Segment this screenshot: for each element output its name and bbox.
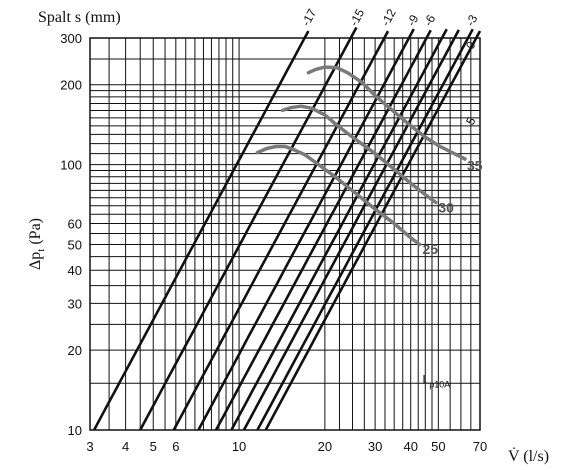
y-tick-label: 200 <box>60 78 82 93</box>
y-tick-label: 10 <box>68 423 82 438</box>
gap-label: -15 <box>347 6 368 28</box>
gap-line <box>242 29 460 431</box>
sound-level-annotation: Lp10A <box>423 372 451 389</box>
x-tick-label: 4 <box>122 439 129 454</box>
y-tick-label: 300 <box>60 31 82 46</box>
y-tick-label: 100 <box>60 158 82 173</box>
gap-line <box>264 30 482 431</box>
y-tick-label: 30 <box>68 296 82 311</box>
svg-text:Δpt (Pa): Δpt (Pa) <box>27 218 47 270</box>
x-tick-label: 6 <box>172 439 179 454</box>
gap-label: -9 <box>404 12 422 28</box>
x-tick-label: 40 <box>403 439 417 454</box>
y-tick-label: 60 <box>68 216 82 231</box>
plot-frame <box>89 37 481 431</box>
gap-line <box>197 28 415 431</box>
series-label: 25 <box>423 241 439 257</box>
gap-label: -12 <box>378 6 399 28</box>
series-curve <box>306 65 467 161</box>
axis-tick-labels: 3 4 5 6 10 20 30 40 50 70 10 20 30 40 50 60 100 200 300 <box>60 31 487 454</box>
gap-line <box>256 28 474 431</box>
gap-label: -17 <box>299 6 320 28</box>
gap-label: -6 <box>421 12 439 28</box>
x-tick-label: 50 <box>431 439 445 454</box>
gap-line <box>172 30 390 431</box>
series-label: 35 <box>467 158 483 174</box>
y-axis-label-main: Δp <box>27 252 44 270</box>
y-axis-label-unit: (Pa) <box>27 218 44 245</box>
x-tick-label: 20 <box>318 439 332 454</box>
series-curve <box>255 144 422 247</box>
x-tick-label: 5 <box>150 439 157 454</box>
x-axis-label: V̇ (l/s) <box>508 447 549 465</box>
y-tick-label: 40 <box>68 263 82 278</box>
x-tick-label: 70 <box>473 439 487 454</box>
x-tick-label: 3 <box>86 439 93 454</box>
x-tick-label: 10 <box>232 439 246 454</box>
gap-lines <box>92 26 482 431</box>
gap-line <box>92 30 310 431</box>
chart-title: Spalt s (mm) <box>38 9 121 26</box>
series-curve <box>280 104 438 205</box>
y-tick-label: 50 <box>68 238 82 253</box>
y-axis-label: Δpt (Pa) <box>27 218 47 270</box>
series-curves <box>255 65 467 247</box>
x-tick-label: 30 <box>368 439 382 454</box>
gap-line <box>230 28 448 431</box>
gap-line <box>214 29 432 431</box>
y-tick-label: 20 <box>68 343 82 358</box>
series-label: 30 <box>438 200 454 216</box>
y-axis-label-sub: t <box>35 249 47 252</box>
gap-label: -3 <box>463 12 481 28</box>
gap-line <box>139 26 358 431</box>
